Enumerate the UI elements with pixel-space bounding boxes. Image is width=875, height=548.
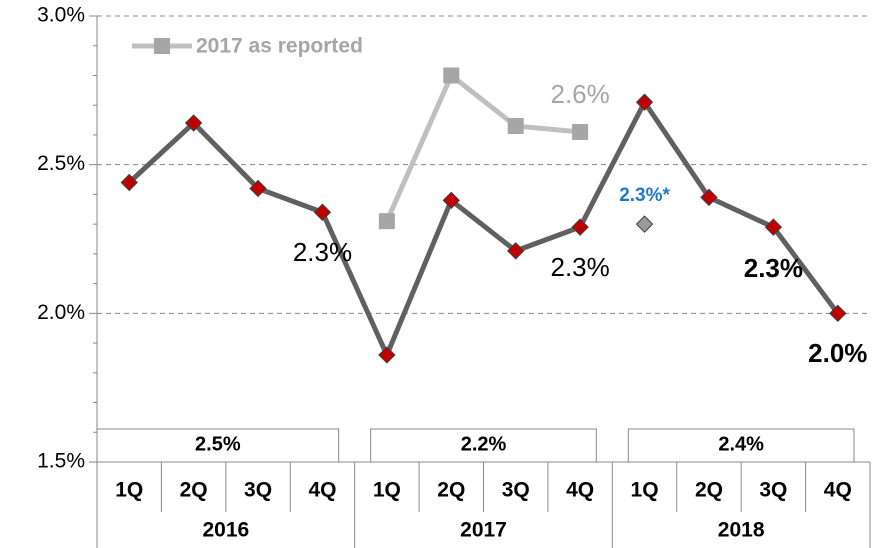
marker xyxy=(571,218,589,236)
x-tick-label: 2Q xyxy=(180,479,208,502)
group-label: 2016 xyxy=(202,519,249,542)
marker xyxy=(120,173,138,192)
marker xyxy=(507,118,524,135)
marker xyxy=(635,93,654,111)
group-label: 2017 xyxy=(460,519,507,542)
x-tick-label: 3Q xyxy=(502,479,530,502)
data-label: 2.3% xyxy=(744,253,803,283)
group-value-box xyxy=(96,428,340,463)
group-value-label: 2.2% xyxy=(461,433,507,455)
marker xyxy=(378,346,396,364)
group-label: 2018 xyxy=(718,519,765,542)
x-tick-label: 4Q xyxy=(308,479,336,502)
data-label: 2.0% xyxy=(808,338,867,368)
marker xyxy=(764,218,783,236)
group-value-label: 2.5% xyxy=(195,433,241,455)
marker xyxy=(378,213,395,230)
x-tick-label: 1Q xyxy=(631,479,659,502)
marker xyxy=(313,203,332,221)
y-tick-label: 2.5% xyxy=(37,152,85,175)
data-label: 2.3%* xyxy=(619,185,670,206)
marker xyxy=(829,304,847,323)
y-tick-label: 1.5% xyxy=(37,450,85,473)
marker xyxy=(572,123,589,140)
legend-marker xyxy=(154,38,170,54)
group-value-label: 2.4% xyxy=(718,433,764,455)
data-label: 2.6% xyxy=(550,79,609,109)
x-tick-label: 4Q xyxy=(824,479,852,502)
x-tick-label: 2Q xyxy=(437,479,465,502)
x-tick-label: 2Q xyxy=(695,479,723,502)
series-line xyxy=(127,97,840,362)
group-value-box xyxy=(370,428,597,463)
data-label: 2.3% xyxy=(550,252,609,282)
marker xyxy=(442,191,460,210)
legend-label: 2017 as reported xyxy=(196,35,363,58)
x-tick-label: 1Q xyxy=(115,479,143,502)
marker xyxy=(249,179,267,198)
x-tick-label: 3Q xyxy=(244,479,272,502)
marker xyxy=(184,114,203,132)
marker xyxy=(443,67,460,84)
x-tick-label: 3Q xyxy=(759,479,787,502)
data-label: 2.3% xyxy=(293,237,352,267)
y-tick-label: 3.0% xyxy=(37,4,85,27)
series-line xyxy=(384,71,581,223)
marker xyxy=(700,188,718,207)
y-tick-label: 2.0% xyxy=(37,301,85,324)
group-value-box xyxy=(627,428,855,463)
marker xyxy=(635,215,654,233)
marker xyxy=(507,242,525,260)
x-tick-label: 1Q xyxy=(373,479,401,502)
x-tick-label: 4Q xyxy=(566,479,594,502)
